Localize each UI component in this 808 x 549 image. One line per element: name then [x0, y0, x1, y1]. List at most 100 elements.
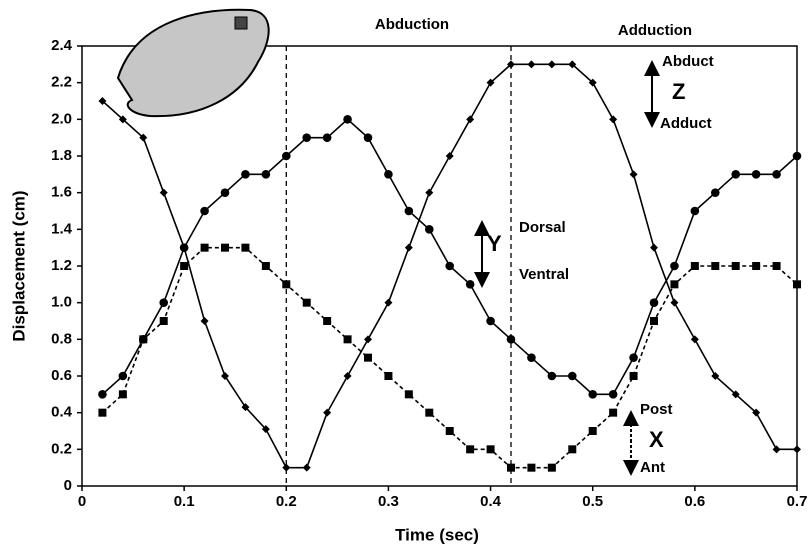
data-point: [343, 115, 352, 124]
data-point: [179, 243, 189, 252]
data-point: [609, 408, 618, 417]
data-point: [159, 298, 169, 307]
data-point: [670, 261, 679, 271]
data-point: [445, 261, 455, 271]
data-point: [507, 463, 515, 472]
data-point: [364, 353, 372, 362]
data-point: [486, 316, 495, 326]
data-point: [752, 262, 761, 270]
data-point: [425, 408, 434, 417]
data-point: [547, 60, 556, 69]
data-point: [220, 188, 230, 197]
y-tick-label: 0.2: [51, 440, 72, 457]
annotation: Adduct: [660, 115, 712, 132]
data-point: [159, 188, 168, 197]
data-point: [322, 133, 332, 142]
data-point: [711, 262, 720, 270]
data-point: [772, 445, 781, 454]
data-point: [710, 188, 720, 197]
data-point: [588, 427, 597, 435]
data-point: [364, 335, 372, 344]
data-point: [711, 372, 720, 380]
data-point: [690, 335, 699, 344]
data-point: [629, 353, 638, 362]
data-point: [649, 298, 659, 307]
data-point: [200, 243, 209, 252]
data-point: [363, 133, 373, 142]
data-point: [221, 372, 229, 380]
limb-illustration: [116, 8, 270, 118]
data-point: [731, 170, 741, 179]
data-point: [404, 206, 414, 216]
data-point: [568, 60, 577, 69]
data-point: [302, 133, 312, 142]
data-point: [384, 298, 393, 307]
data-point: [384, 372, 393, 380]
data-point: [343, 372, 352, 380]
data-point: [731, 390, 740, 399]
data-point: [486, 445, 495, 454]
data-point: [98, 408, 107, 417]
data-point: [547, 371, 557, 381]
annotation: Z: [672, 79, 685, 104]
annotation: Ventral: [519, 266, 569, 283]
data-point: [507, 60, 515, 69]
data-point: [302, 463, 311, 472]
annotation: Abduct: [662, 53, 714, 70]
series-line: [101, 118, 798, 396]
data-point: [98, 390, 107, 399]
data-point: [670, 280, 679, 289]
x-tick-label: 0: [78, 493, 86, 510]
data-point: [752, 408, 761, 417]
x-tick-label: 0.3: [378, 493, 399, 510]
y-tick-label: 2.2: [51, 74, 72, 91]
illustration-marker: [234, 16, 248, 30]
y-axis-label: Displacement (cm): [9, 190, 28, 341]
x-tick-label: 0.6: [684, 493, 705, 510]
data-point: [282, 280, 291, 289]
data-point: [527, 463, 536, 472]
data-point: [650, 317, 658, 325]
data-point: [567, 371, 577, 381]
y-tick-label: 1.0: [51, 294, 72, 311]
data-point: [241, 170, 250, 179]
data-point: [343, 335, 352, 344]
data-point: [445, 427, 454, 435]
x-tick-label: 0.4: [480, 493, 502, 510]
data-point: [793, 280, 801, 289]
y-tick-label: 1.4: [51, 220, 73, 237]
y-tick-label: 0: [64, 477, 72, 494]
data-point: [731, 262, 740, 270]
data-point: [180, 262, 189, 270]
phase-label: Abduction: [375, 16, 449, 33]
data-point: [568, 445, 577, 454]
series-line: [101, 246, 798, 469]
data-point: [221, 243, 229, 252]
y-tick-label: 0.8: [51, 330, 72, 347]
data-point: [629, 372, 638, 380]
data-point: [650, 243, 658, 252]
data-point: [424, 225, 434, 234]
y-tick-label: 2.0: [51, 110, 72, 127]
data-point: [261, 170, 271, 179]
data-point: [629, 170, 638, 179]
phase-label: Adduction: [618, 22, 692, 39]
annotation: Dorsal: [519, 219, 566, 236]
data-point: [527, 353, 536, 362]
data-point: [588, 78, 597, 87]
data-point: [445, 152, 454, 160]
x-tick-label: 0.5: [582, 493, 603, 510]
data-point: [139, 133, 148, 142]
data-point: [302, 298, 311, 307]
data-point: [588, 390, 598, 399]
annotation: Y: [487, 231, 502, 256]
x-axis-label: Time (sec): [395, 525, 479, 544]
annotation: Post: [640, 401, 673, 418]
data-point: [323, 317, 332, 325]
data-point: [609, 115, 618, 124]
data-point: [466, 115, 475, 124]
data-point: [690, 206, 700, 216]
annotation: X: [649, 427, 664, 452]
x-tick-label: 0.7: [787, 493, 808, 510]
